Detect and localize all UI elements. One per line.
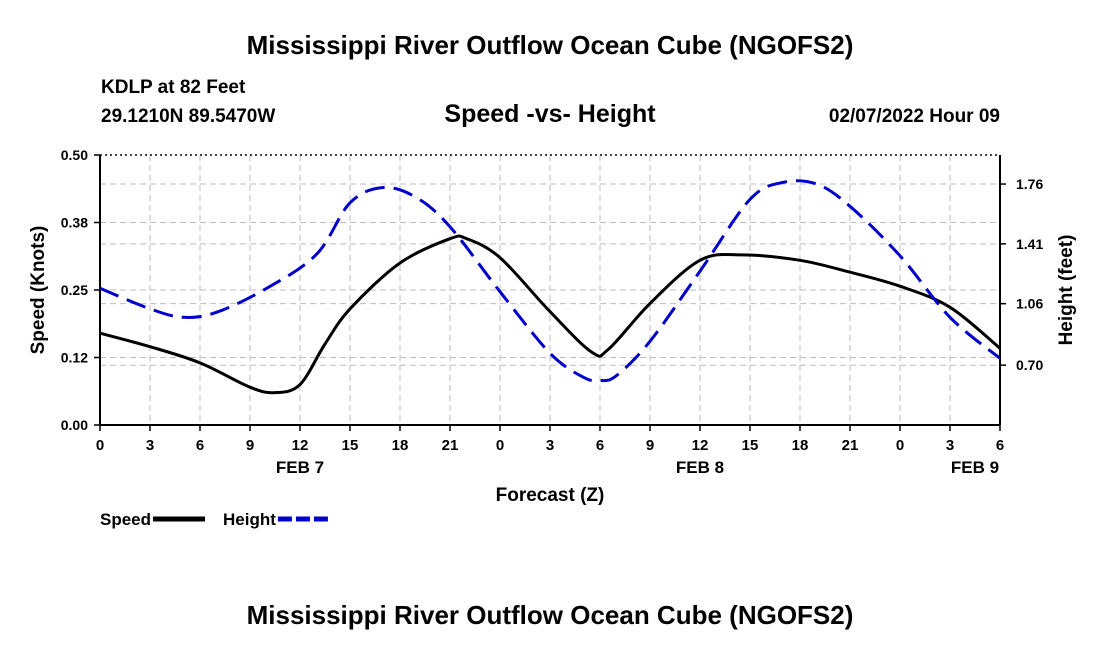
date-label: FEB 9 <box>951 458 999 477</box>
series-line-speed <box>99 234 1001 395</box>
station-coordinates: 29.1210N 89.5470W <box>101 106 276 127</box>
bottom-chart-title: Mississippi River Outflow Ocean Cube (NG… <box>246 600 854 630</box>
x-tick-label: 3 <box>146 437 154 454</box>
x-tick-label: 0 <box>496 437 504 454</box>
x-tick-label: 18 <box>392 437 409 454</box>
x-tick-label: 9 <box>246 437 254 454</box>
station-label: KDLP at 82 Feet <box>101 77 246 98</box>
x-tick-label: 15 <box>742 437 759 454</box>
date-label: FEB 8 <box>676 458 724 477</box>
legend-label-speed: Speed <box>100 510 151 529</box>
x-tick-label: 15 <box>342 437 359 454</box>
x-tick-label: 12 <box>292 437 309 454</box>
x-tick-label: 21 <box>842 437 859 454</box>
y-left-tick-label: 0.50 <box>61 147 88 163</box>
y-right-tick-label: 0.70 <box>1016 357 1043 373</box>
x-tick-label: 6 <box>996 437 1004 454</box>
y-left-tick-label: 0.12 <box>61 350 88 366</box>
y-right-tick-label: 1.41 <box>1016 236 1043 252</box>
x-tick-label: 6 <box>596 437 604 454</box>
y-right-tick-label: 1.06 <box>1016 296 1043 312</box>
x-tick-label: 9 <box>646 437 654 454</box>
y-right-axis-title: Height (feet) <box>1056 235 1077 346</box>
y-right-tick-label: 1.76 <box>1016 176 1043 192</box>
x-axis-title: Forecast (Z) <box>496 485 605 506</box>
x-tick-label: 0 <box>896 437 904 454</box>
x-tick-label: 21 <box>442 437 459 454</box>
x-tick-label: 6 <box>196 437 204 454</box>
series-line-height <box>99 179 1001 383</box>
chart-title: Mississippi River Outflow Ocean Cube (NG… <box>246 30 854 60</box>
x-tick-label: 3 <box>946 437 954 454</box>
x-tick-label: 3 <box>546 437 554 454</box>
y-left-tick-label: 0.38 <box>61 215 88 231</box>
x-tick-label: 12 <box>692 437 709 454</box>
forecast-datetime: 02/07/2022 Hour 09 <box>828 106 1000 127</box>
chart-subtitle: Speed -vs- Height <box>444 100 656 128</box>
date-label: FEB 7 <box>276 458 324 477</box>
x-tick-label: 0 <box>96 437 104 454</box>
legend-label-height: Height <box>223 510 276 529</box>
y-left-tick-label: 0.25 <box>61 282 88 298</box>
y-left-tick-label: 0.00 <box>61 417 88 433</box>
y-left-axis-title: Speed (Knots) <box>28 226 49 355</box>
x-tick-label: 18 <box>792 437 809 454</box>
